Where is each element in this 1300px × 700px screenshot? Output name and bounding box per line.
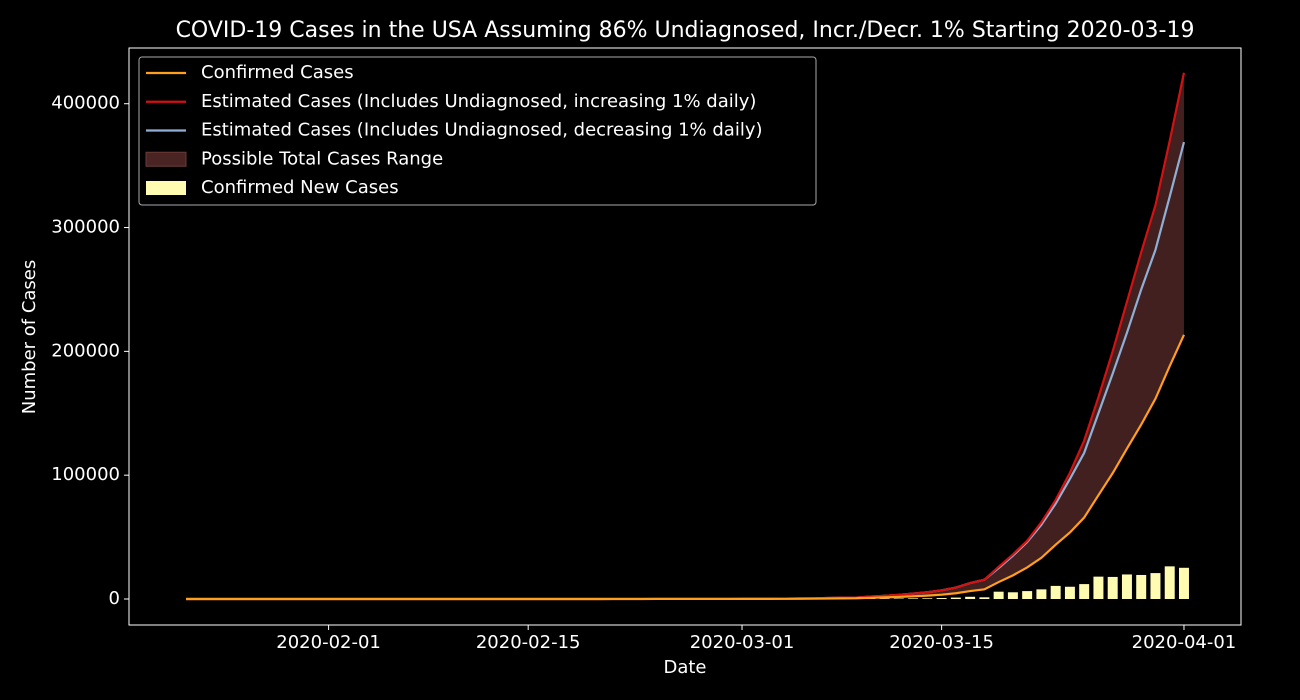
legend-label: Confirmed Cases — [201, 62, 354, 83]
y-tick-label: 100000 — [51, 464, 120, 485]
legend-box — [138, 56, 817, 206]
x-axis-label: Date — [663, 657, 706, 678]
x-tick-label: 2020-02-01 — [276, 632, 381, 653]
plot-frame — [128, 47, 1242, 626]
plot-area — [186, 72, 1189, 601]
y-axis-label: Number of Cases — [19, 260, 40, 415]
x-tick-label: 2020-02-15 — [476, 632, 581, 653]
bar — [1136, 574, 1147, 599]
bar — [1150, 573, 1161, 599]
bar — [1079, 584, 1090, 599]
legend-label: Confirmed New Cases — [201, 177, 399, 198]
x-tick-label: 2020-03-15 — [889, 632, 994, 653]
bar — [1093, 576, 1104, 599]
bar — [965, 596, 976, 599]
bar — [936, 598, 947, 599]
bar — [993, 591, 1004, 599]
bar — [1036, 589, 1047, 599]
bar — [1007, 592, 1018, 599]
legend-handle — [145, 151, 187, 167]
bar — [1064, 586, 1075, 599]
x-tick-label: 2020-03-01 — [690, 632, 795, 653]
series-line — [186, 334, 1185, 601]
bar — [908, 598, 919, 599]
bar — [1164, 566, 1175, 599]
legend-label: Estimated Cases (Includes Undiagnosed, i… — [201, 91, 756, 112]
y-tick-label: 400000 — [51, 93, 120, 114]
y-tick-label: 0 — [109, 588, 120, 609]
legend-handle — [146, 181, 186, 195]
bar — [950, 597, 961, 599]
bar — [922, 598, 933, 599]
bar — [1050, 585, 1061, 599]
bar — [1107, 576, 1118, 599]
chart-title: COVID-19 Cases in the USA Assuming 86% U… — [176, 18, 1195, 43]
x-tick-label: 2020-04-01 — [1132, 632, 1237, 653]
y-tick-label: 200000 — [51, 340, 120, 361]
y-tick-label: 300000 — [51, 217, 120, 238]
legend-label: Possible Total Cases Range — [201, 148, 443, 169]
bar — [1022, 591, 1033, 599]
bar — [1178, 567, 1189, 599]
legend-label: Estimated Cases (Includes Undiagnosed, d… — [201, 120, 763, 141]
bar — [979, 597, 990, 599]
bar — [1121, 574, 1132, 599]
